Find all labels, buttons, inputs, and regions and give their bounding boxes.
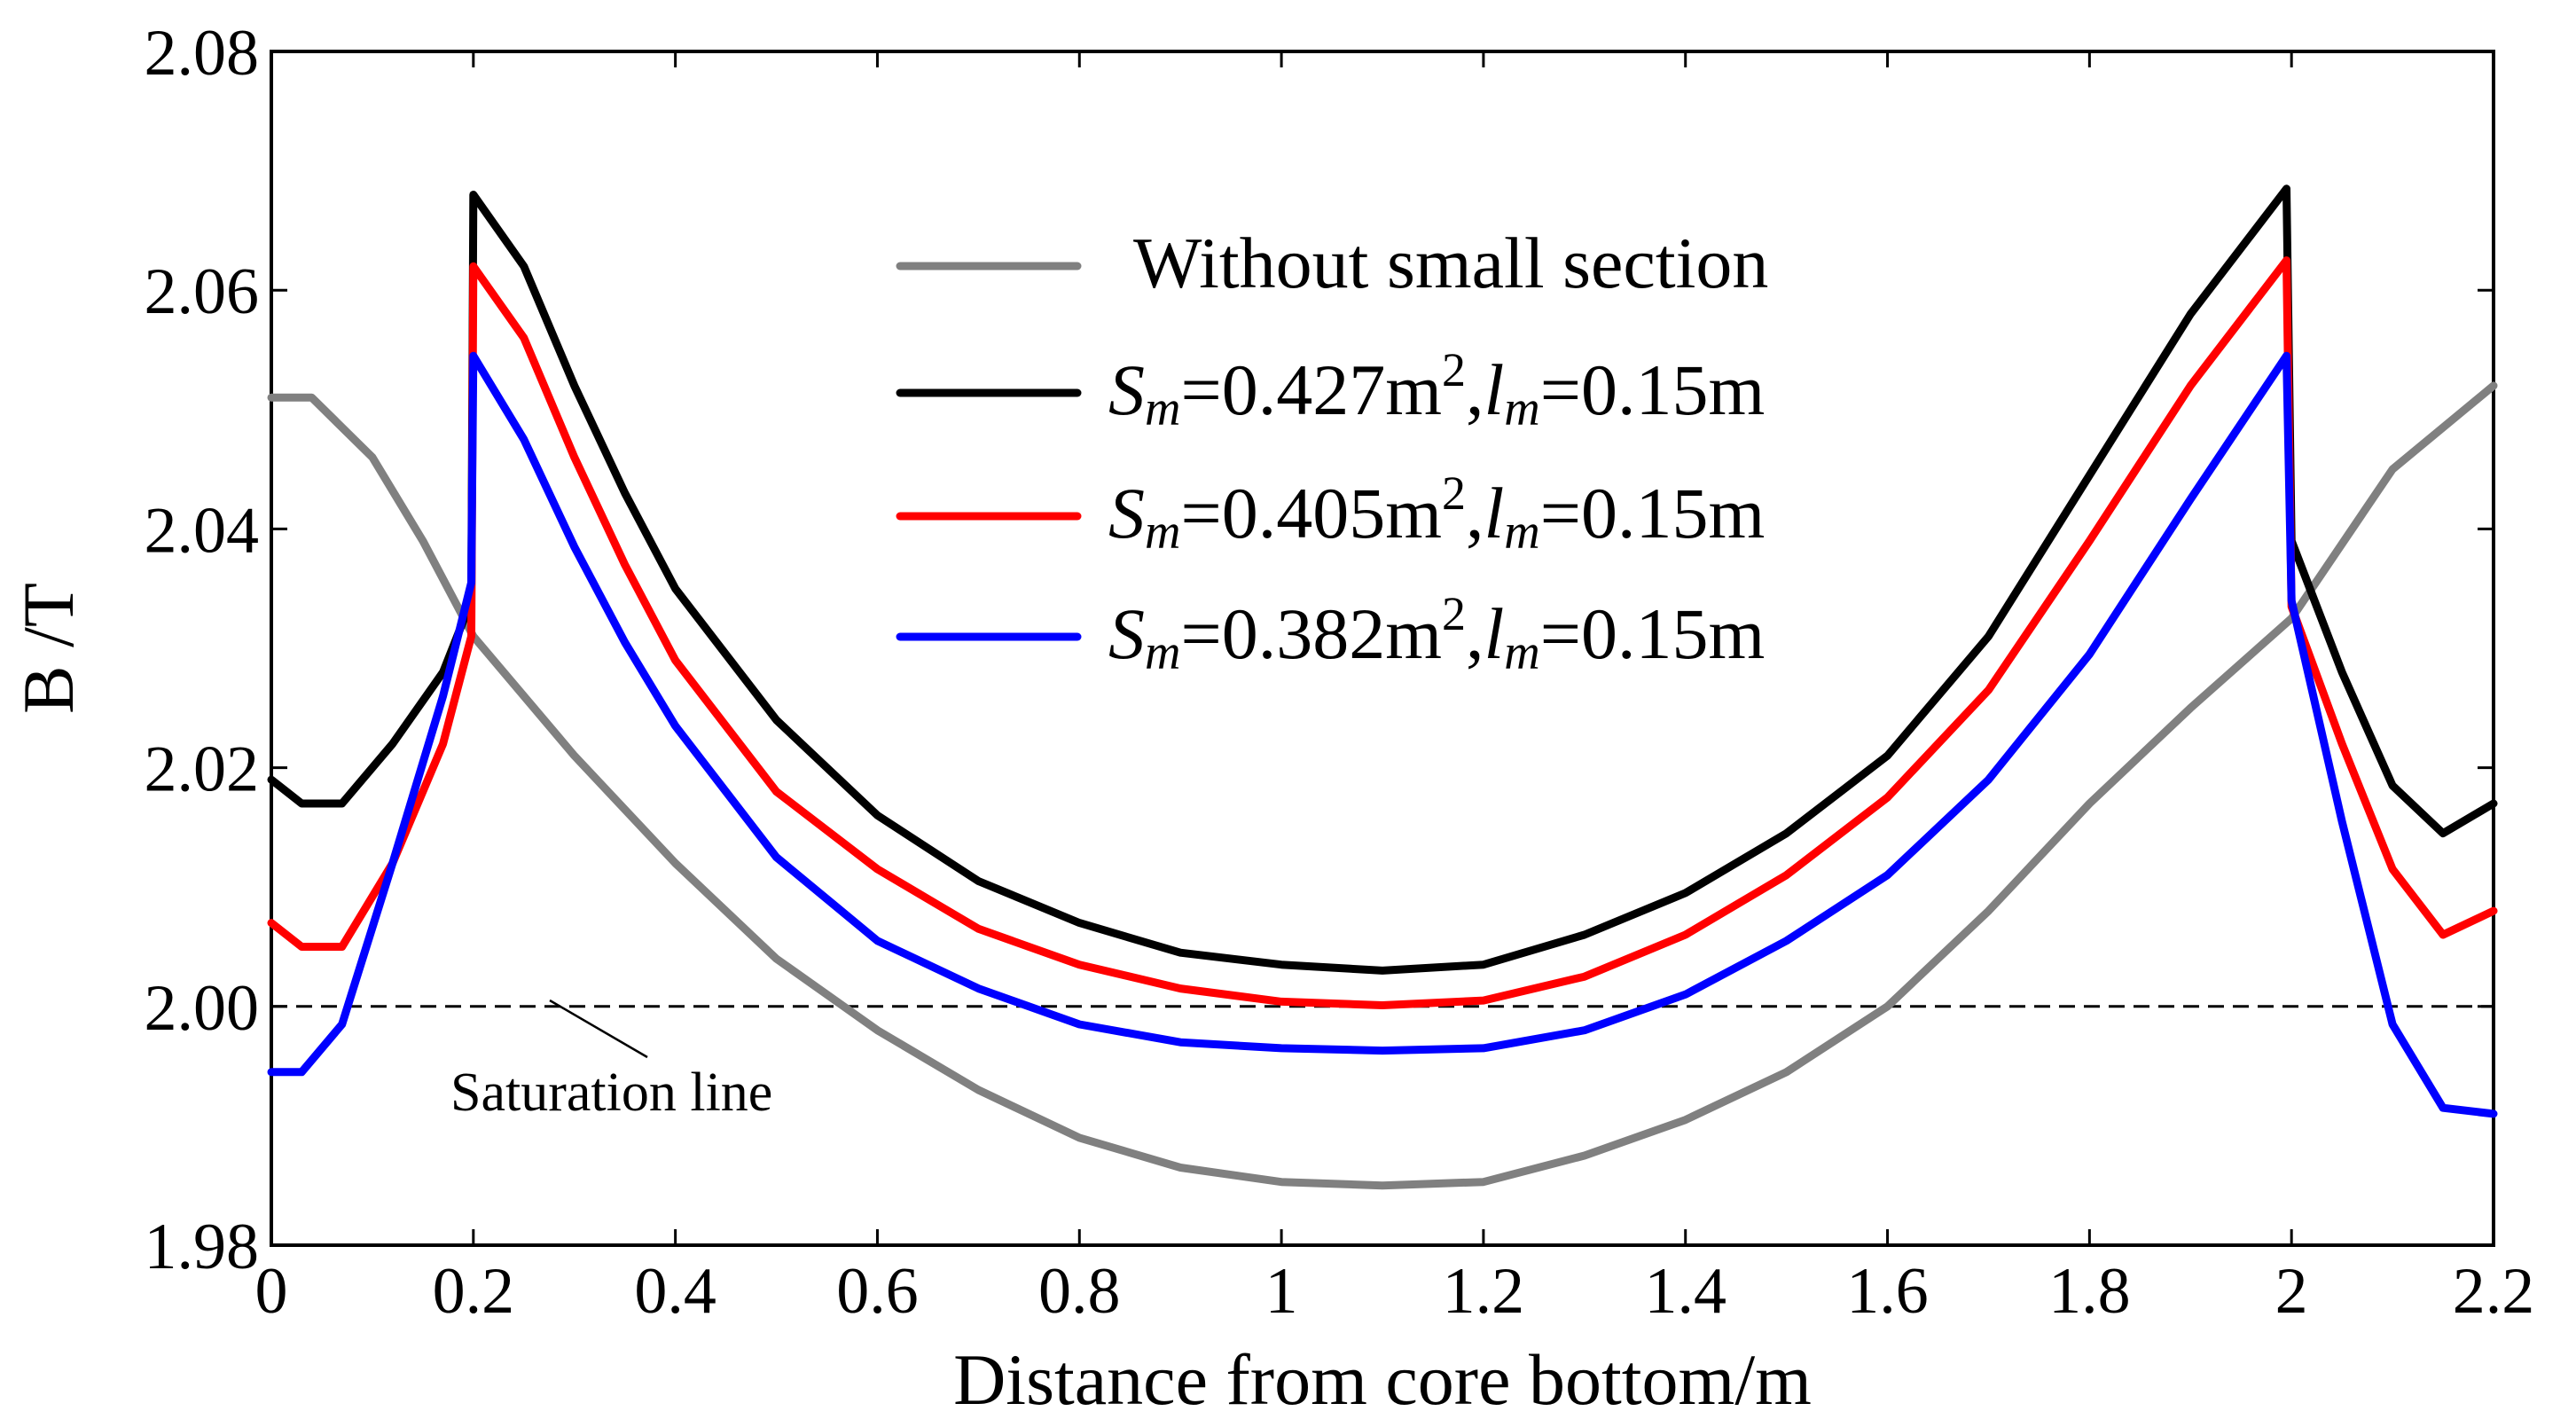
legend-label-sm-0427: Sm=0.427m2,lm=0.15m — [1108, 343, 1765, 436]
x-tick-label: 1.8 — [2048, 1255, 2131, 1328]
x-tick-label: 0.4 — [634, 1255, 716, 1328]
y-axis-ticks: 1.98 2.00 2.02 2.04 2.06 2.08 — [145, 17, 2494, 1283]
y-tick-label: 2.08 — [145, 17, 260, 90]
x-tick-label: 1.4 — [1644, 1255, 1726, 1328]
legend-label-sm-0405: Sm=0.405m2,lm=0.15m — [1108, 467, 1765, 560]
legend-label-without-small-section: Without small section — [1133, 223, 1768, 303]
series-group — [267, 184, 2498, 1190]
x-axis-title: Distance from core bottom/m — [953, 1339, 1812, 1420]
y-tick-label: 1.98 — [145, 1211, 260, 1283]
x-tick-label: 0.2 — [433, 1255, 515, 1328]
x-axis-ticks: 0 0.2 0.4 0.6 0.8 1 1.2 1.4 1.6 1.8 2 2.2 — [255, 51, 2535, 1328]
legend: Without small section Sm=0.427m2,lm=0.15… — [896, 223, 1768, 680]
x-tick-label: 0.8 — [1038, 1255, 1121, 1328]
x-tick-label: 1.2 — [1443, 1255, 1525, 1328]
series-line-sm-0427 — [267, 184, 2498, 975]
series-line-sm-0382 — [267, 351, 2498, 1118]
y-tick-label: 2.02 — [145, 733, 260, 806]
legend-label-sm-0382: Sm=0.382m2,lm=0.15m — [1108, 587, 1765, 680]
saturation-line-label: Saturation line — [450, 1062, 772, 1123]
x-tick-label: 0 — [255, 1255, 288, 1328]
plot-area-frame — [270, 50, 2495, 1247]
y-tick-label: 2.04 — [145, 494, 260, 567]
y-axis-title: B /T — [8, 583, 89, 714]
saturation-line-leader — [549, 999, 648, 1059]
x-tick-label: 0.6 — [836, 1255, 919, 1328]
y-tick-label: 2.00 — [145, 972, 260, 1045]
x-tick-label: 2.2 — [2453, 1255, 2535, 1328]
y-tick-label: 2.06 — [145, 255, 260, 328]
x-tick-label: 1 — [1265, 1255, 1298, 1328]
x-tick-label: 1.6 — [1846, 1255, 1929, 1328]
x-tick-label: 2 — [2275, 1255, 2308, 1328]
